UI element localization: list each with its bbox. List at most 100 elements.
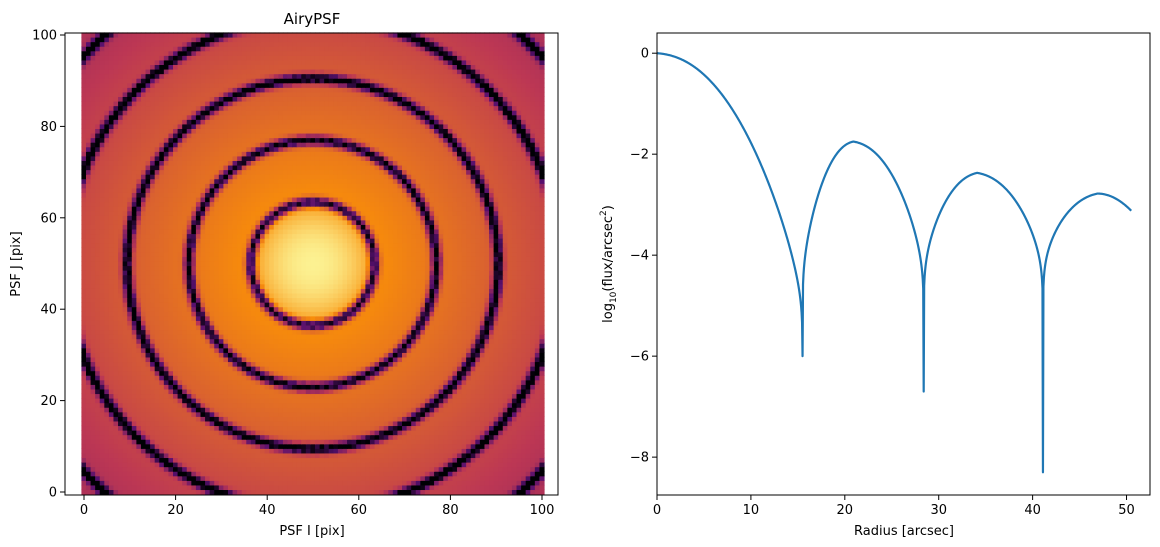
heatmap-cell [429,288,435,294]
heatmap-cell [200,292,206,299]
heatmap-cell [475,315,481,321]
heatmap-cell [191,430,197,436]
heatmap-cell [452,274,458,280]
heatmap-cell [342,457,348,463]
heatmap-cell [452,402,458,408]
heatmap-cell [461,388,467,395]
heatmap-cell [402,439,408,445]
heatmap-cell [214,416,220,422]
heatmap-cell [227,366,234,372]
heatmap-cell [195,288,202,294]
heatmap-cell [337,407,344,413]
heatmap-cell [154,411,160,417]
heatmap-cell [379,270,385,276]
heatmap-cell [420,270,426,276]
heatmap-cell [186,407,192,413]
heatmap-cell [498,361,504,367]
heatmap-cell [301,370,307,376]
heatmap-cell [461,356,467,363]
heatmap-cell [461,448,467,454]
heatmap-cell [218,311,224,317]
heatmap-cell [539,471,545,477]
heatmap-cell [227,411,234,417]
heatmap-cell [122,338,128,344]
heatmap-cell [328,462,334,468]
heatmap-cell [342,443,348,449]
heatmap-cell [452,420,458,427]
heatmap-cell [218,411,224,417]
heatmap-cell [118,480,124,486]
heatmap-cell [273,352,279,358]
heatmap-cell [159,315,165,321]
heatmap-cell [383,452,389,459]
heatmap-cell [209,347,215,353]
heatmap-cell [360,471,366,477]
heatmap-cell [154,402,160,408]
heatmap-cell [264,416,270,422]
heatmap-cell [420,324,426,331]
heatmap-cell [360,352,366,358]
heatmap-cell [415,407,421,413]
heatmap-cell [379,356,385,363]
heatmap-cell [223,398,229,404]
heatmap-cell [424,311,431,317]
heatmap-cell [456,480,463,486]
heatmap-cell [150,411,156,417]
heatmap-cell [159,283,165,289]
heatmap-cell [530,334,536,340]
heatmap-cell [191,439,197,445]
heatmap-cell [498,270,504,276]
heatmap-cell [365,347,371,353]
heatmap-cell [250,361,257,367]
heatmap-cell [232,393,238,399]
heatmap-cell [214,448,220,454]
heatmap-cell [434,388,440,395]
heatmap-cell [278,411,284,417]
heatmap-cell [177,407,183,413]
heatmap-cell [140,375,147,381]
heatmap-cell [200,379,206,385]
heatmap-cell [104,489,110,495]
heatmap-cell [461,279,467,285]
heatmap-cell [525,324,531,331]
heatmap-cell [489,366,495,372]
heatmap-cell [282,375,289,381]
heatmap-cell [255,379,261,385]
heatmap-cell [324,329,330,335]
heatmap-cell [250,370,257,376]
heatmap-cell [434,356,440,363]
heatmap-cell [232,356,238,363]
heatmap-cell [388,420,394,427]
heatmap-cell [498,324,504,331]
heatmap-cell [438,425,444,431]
heatmap-cell [429,302,435,308]
heatmap-cell [415,297,421,303]
heatmap-cell [388,484,394,491]
heatmap-cell [521,443,527,449]
heatmap-cell [205,288,211,294]
heatmap-cell [163,324,170,331]
heatmap-cell [347,471,353,477]
heatmap-cell [365,311,371,317]
heatmap-cell [237,398,243,404]
heatmap-cell [159,334,165,340]
heatmap-cell [127,379,133,385]
heatmap-cell [484,343,490,349]
heatmap-cell [502,297,508,303]
heatmap-cell [324,270,330,276]
heatmap-cell [305,292,312,299]
heatmap-cell [205,434,211,440]
heatmap-cell [530,434,536,440]
heatmap-cell [168,420,174,427]
heatmap-cell [420,379,426,385]
heatmap-cell [95,292,101,299]
heatmap-cell [507,448,513,454]
heatmap-cell [287,384,293,390]
heatmap-cell [173,338,179,344]
heatmap-cell [273,297,279,303]
heatmap-cell [168,407,174,413]
heatmap-cell [324,343,330,349]
heatmap-cell [429,448,435,454]
heatmap-cell [287,265,293,271]
heatmap-cell [205,379,211,385]
